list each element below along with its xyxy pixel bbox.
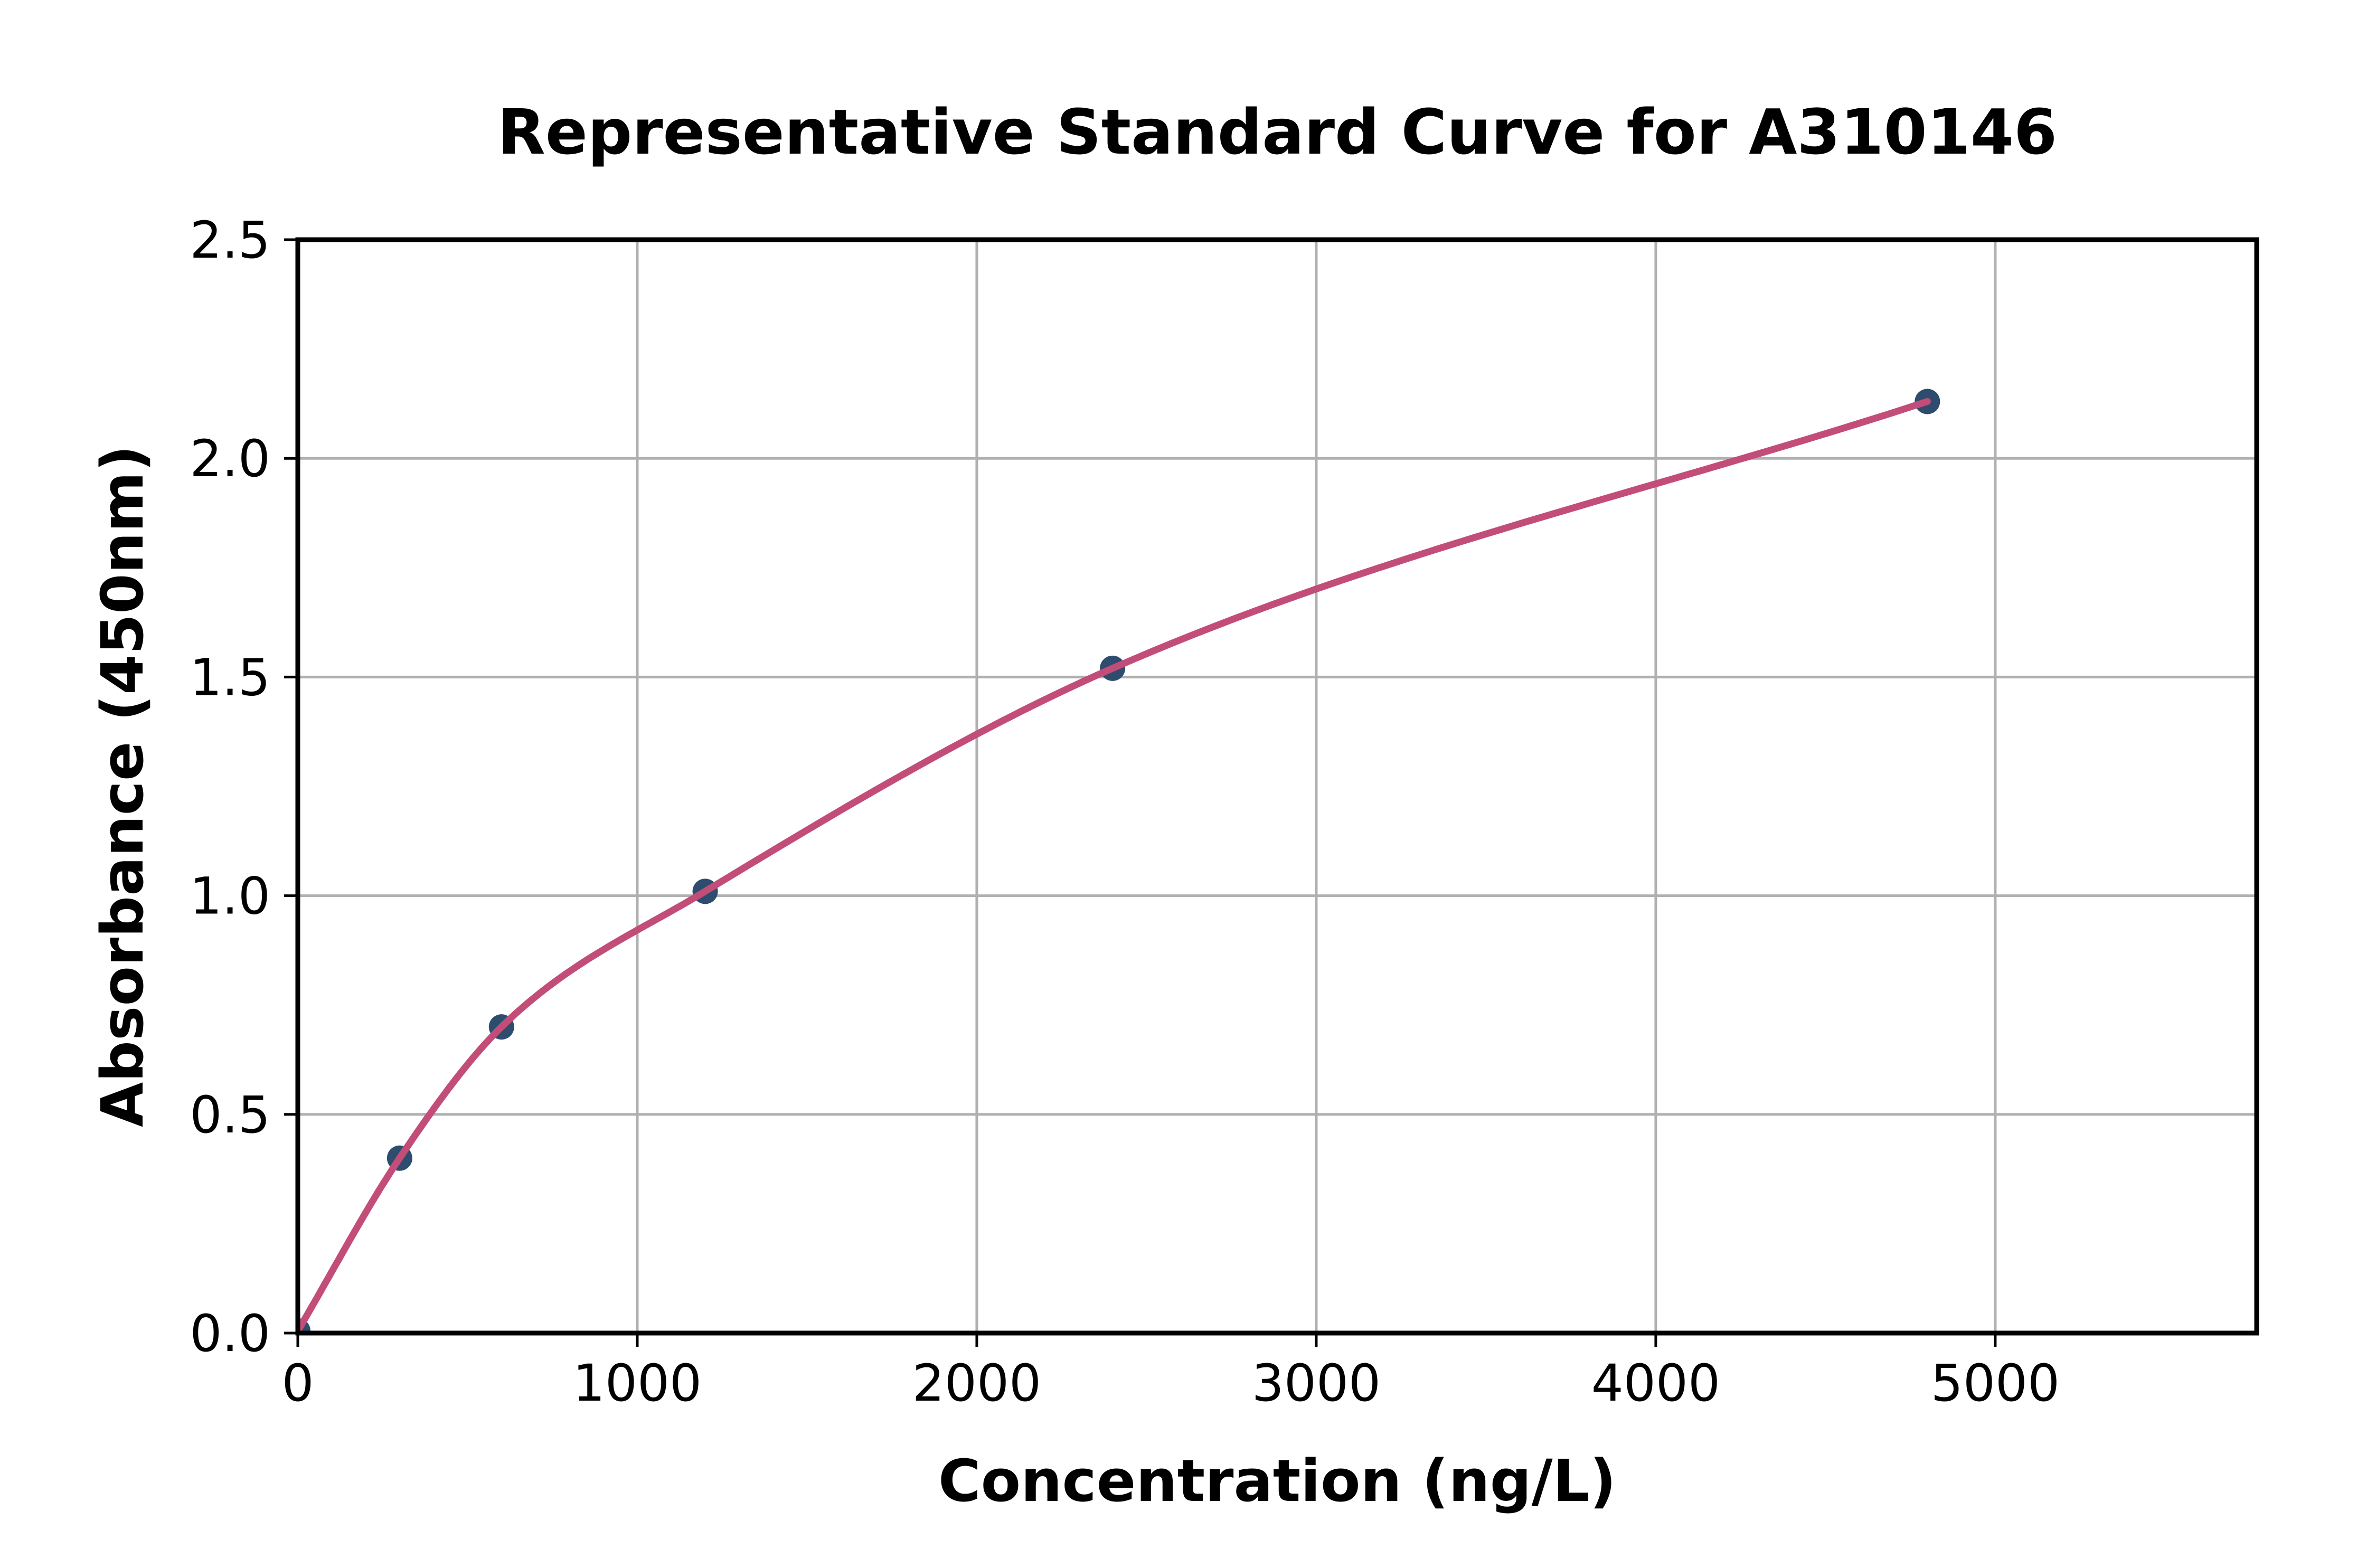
x-axis-label: Concentration (ng/L) xyxy=(938,1447,1617,1515)
x-tick-label: 4000 xyxy=(1591,1354,1720,1413)
fitted-curve xyxy=(298,398,1931,1333)
x-tick-label: 1000 xyxy=(573,1354,702,1413)
y-tick-label: 1.0 xyxy=(190,867,270,926)
y-axis-label: Absorbance (450nm) xyxy=(89,445,156,1127)
x-tick-label: 3000 xyxy=(1252,1354,1381,1413)
x-tick-label: 2000 xyxy=(912,1354,1041,1413)
y-tick-label: 2.0 xyxy=(190,429,270,488)
chart-title: Representative Standard Curve for A31014… xyxy=(497,96,2058,168)
y-tick-label: 2.5 xyxy=(190,211,270,270)
y-tick-label: 1.5 xyxy=(190,648,270,707)
x-tick-label: 0 xyxy=(281,1354,314,1413)
axes-frame xyxy=(295,237,2259,1336)
data-points-group xyxy=(298,389,1940,1333)
y-tick-label: 0.0 xyxy=(190,1304,270,1363)
x-tick-label: 5000 xyxy=(1931,1354,2060,1413)
y-tick-label: 0.5 xyxy=(190,1085,270,1145)
